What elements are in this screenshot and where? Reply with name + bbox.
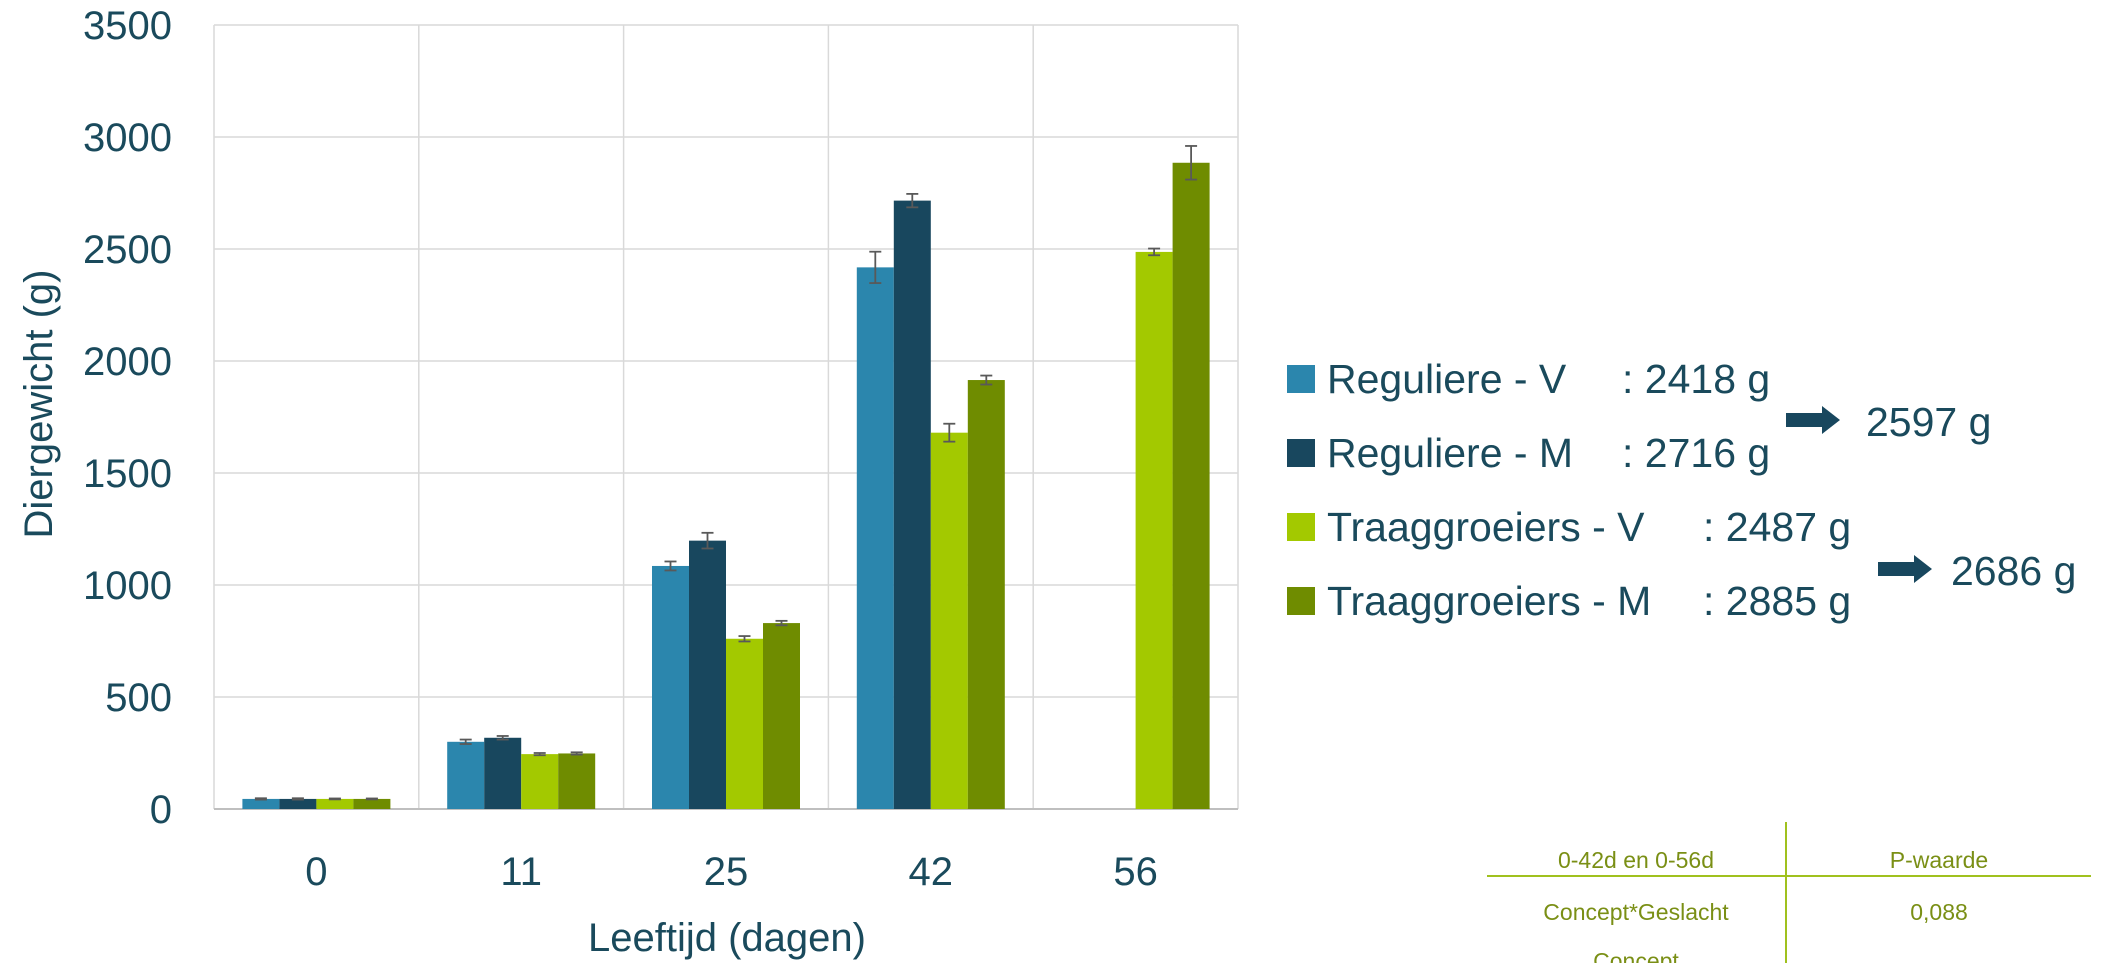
bar: [856, 267, 894, 809]
legend-value: : 2885 g: [1703, 578, 1851, 624]
x-tick-label: 0: [305, 850, 327, 894]
legend-label: Reguliere - V: [1327, 356, 1567, 402]
y-tick-label: 1500: [83, 452, 172, 496]
bar: [967, 380, 1005, 809]
legend-value: : 2418 g: [1622, 356, 1770, 402]
legend-swatch: [1287, 513, 1315, 541]
bar: [484, 737, 522, 809]
x-tick-label: 11: [500, 850, 542, 894]
table-header-pvalue: P-waarde: [1889, 847, 1989, 873]
x-tick-label: 56: [1113, 850, 1158, 894]
legend-label: Traaggroeiers - M: [1327, 578, 1651, 624]
y-tick-label: 3000: [83, 116, 172, 160]
error-bars: [254, 145, 1198, 801]
y-tick-label: 2500: [83, 228, 172, 272]
bar: [447, 741, 485, 809]
total-value: 2597 g: [1866, 399, 1991, 445]
table-row-label: Concept: [1593, 948, 1679, 963]
totals: 2597 g 2686 g: [1786, 399, 2076, 594]
legend-swatch: [1287, 365, 1315, 393]
total-value: 2686 g: [1951, 548, 2076, 594]
bar: [242, 798, 280, 809]
tick-labels: 0 500 1000 1500 2000 2500 3000 3500 0 11 25 42 56: [83, 4, 1158, 894]
legend-value: : 2487 g: [1703, 504, 1851, 550]
y-tick-label: 1000: [83, 564, 172, 608]
y-tick-label: 0: [150, 788, 172, 832]
bar: [316, 798, 354, 809]
bar: [652, 565, 689, 809]
bar: [558, 753, 596, 809]
x-axis-title: Leeftijd (dagen): [588, 916, 866, 960]
table-row-value: 0,088: [1910, 899, 1968, 925]
table-row-label: Concept*Geslacht: [1543, 899, 1729, 925]
x-tick-label: 25: [704, 850, 749, 894]
bar: [763, 623, 800, 809]
p-value-table: 0-42d en 0-56d P-waarde Concept*Geslacht…: [1487, 822, 2091, 963]
legend-swatch: [1287, 587, 1315, 615]
table-header-concept: 0-42d en 0-56d: [1557, 847, 1714, 873]
legend: Reguliere - V : 2418 g Reguliere - M : 2716…: [1287, 356, 1851, 624]
x-tick-label: 42: [909, 850, 954, 894]
arrow-icon: [1786, 406, 1840, 434]
legend-label: Traaggroeiers - V: [1327, 504, 1645, 550]
bar: [353, 798, 391, 809]
y-tick-label: 3500: [83, 4, 172, 48]
y-axis-title: Diergewicht (g): [17, 270, 61, 539]
bar: [930, 432, 968, 809]
table-divider-horizontal: [1487, 875, 2091, 877]
bar: [689, 540, 726, 809]
legend-label: Reguliere - M: [1327, 430, 1573, 476]
bar: [1135, 251, 1173, 810]
bar: [1172, 162, 1210, 809]
legend-value: : 2716 g: [1622, 430, 1770, 476]
bar: [726, 638, 763, 809]
arrow-icon: [1878, 555, 1932, 583]
bar: [279, 798, 317, 809]
bar: [521, 754, 559, 809]
grid: [213, 24, 1239, 810]
legend-swatch: [1287, 439, 1315, 467]
table-divider-vertical: [1785, 822, 1787, 963]
y-tick-label: 500: [105, 676, 172, 720]
bar: [893, 200, 931, 810]
bars: [242, 162, 1210, 810]
y-tick-label: 2000: [83, 340, 172, 384]
